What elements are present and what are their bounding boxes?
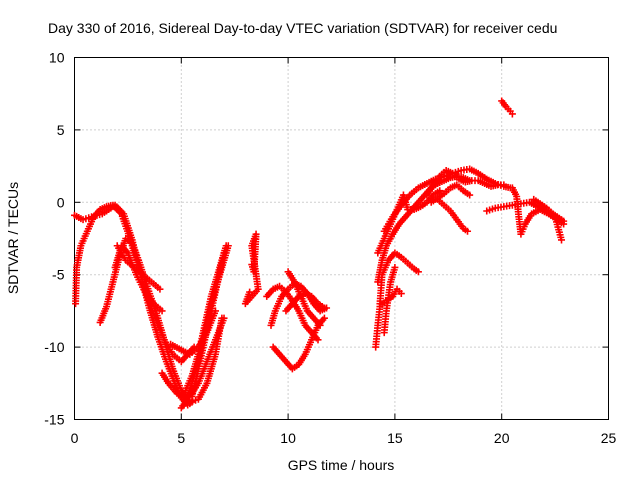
data-point	[391, 263, 399, 271]
plot-frame	[74, 57, 609, 420]
data-point	[397, 290, 405, 298]
series-arc-24	[427, 181, 474, 206]
data-point	[314, 336, 322, 344]
x-tick-label: 15	[387, 430, 403, 446]
data-point	[156, 285, 164, 293]
data-point	[220, 249, 228, 257]
grid	[74, 57, 609, 420]
y-tick-label: -15	[44, 412, 64, 428]
series-arc-21	[380, 263, 399, 337]
x-tick-label: 25	[601, 430, 617, 446]
data-point	[320, 314, 328, 322]
data-point	[246, 288, 254, 296]
y-tick-label: 0	[57, 194, 65, 210]
data-point	[220, 314, 228, 322]
series-arc-29	[530, 195, 568, 225]
data-point	[558, 236, 566, 244]
data-points	[71, 97, 568, 412]
chart-title: Day 330 of 2016, Sidereal Day-to-day VTE…	[48, 20, 557, 36]
x-tick-label: 10	[280, 430, 296, 446]
y-tick-label: 5	[57, 122, 65, 138]
series-arc-26	[498, 97, 516, 118]
data-point	[414, 268, 422, 276]
data-point	[508, 110, 516, 118]
x-tick-label: 0	[71, 430, 79, 446]
data-point	[316, 321, 324, 329]
series-arc-16	[282, 290, 328, 315]
y-tick-label: 10	[49, 50, 65, 66]
x-tick-label: 5	[177, 430, 185, 446]
data-point	[466, 191, 474, 199]
series-arc-15	[284, 268, 324, 329]
x-tick-label: 20	[494, 430, 510, 446]
y-axis-label: SDTVAR / TECUs	[5, 182, 21, 294]
series-arc-14	[263, 282, 322, 344]
series-arc-20	[376, 249, 422, 308]
data-point	[320, 304, 328, 312]
data-point	[222, 242, 230, 250]
series-arc-25	[434, 195, 472, 235]
data-point	[464, 227, 472, 235]
series-arc-10	[167, 307, 219, 358]
y-tick-label: -10	[44, 339, 64, 355]
data-point	[211, 307, 219, 315]
data-point	[158, 307, 166, 315]
series-arc-5	[113, 242, 164, 293]
series-arc-23	[423, 166, 508, 199]
y-tick-label: -5	[52, 267, 65, 283]
x-axis-label: GPS time / hours	[288, 457, 395, 473]
series-arc-11	[241, 230, 262, 308]
data-point	[500, 181, 508, 189]
series-arc-28	[508, 184, 568, 238]
data-point	[560, 217, 568, 225]
series-arc-1	[72, 201, 198, 366]
series-arc-27	[483, 198, 566, 244]
